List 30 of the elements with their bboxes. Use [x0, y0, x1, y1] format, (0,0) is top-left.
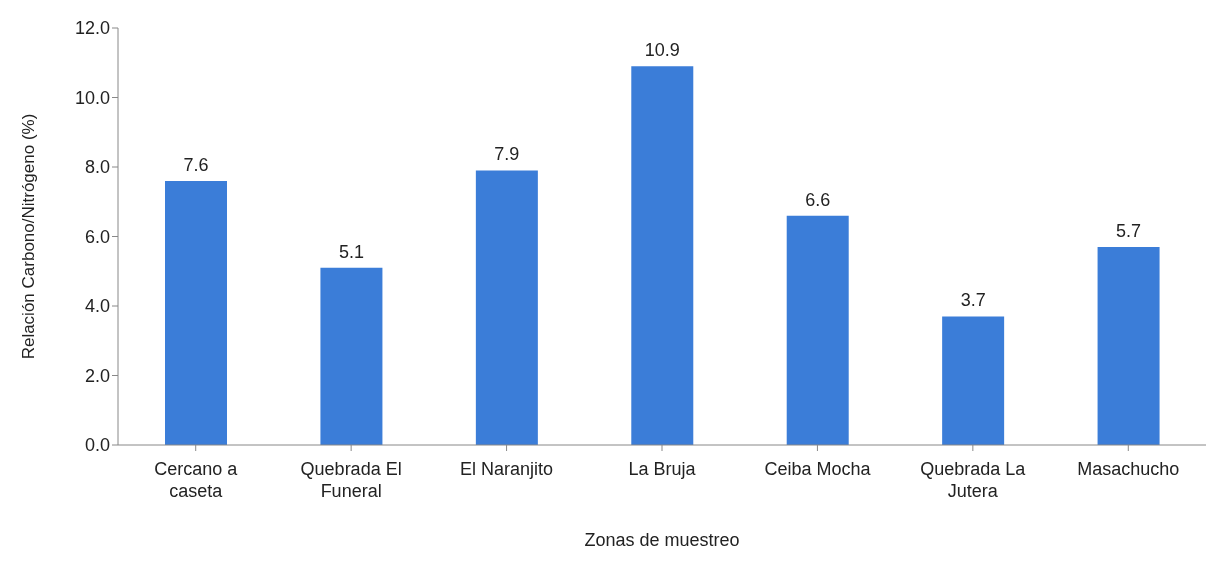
x-tick-label: Quebrada El Funeral: [300, 459, 402, 501]
data-label: 7.9: [494, 144, 520, 165]
bar: [631, 66, 694, 445]
y-tick-label: 8.0: [84, 157, 110, 178]
bar: [320, 267, 383, 445]
data-label: 6.6: [805, 189, 831, 210]
y-tick-label: 4.0: [84, 296, 110, 317]
y-axis-title: Relación Carbono/Nitrógeno (%): [19, 113, 39, 360]
bar: [942, 316, 1005, 445]
x-tick-label: Ceiba Mocha: [764, 459, 872, 479]
y-tick-label: 10.0: [74, 87, 110, 108]
bar: [475, 170, 538, 445]
x-axis-title: Zonas de muestreo: [584, 529, 740, 550]
data-label: 5.1: [338, 241, 364, 262]
x-tick-label: Masachucho: [1077, 459, 1180, 479]
x-tick-label: La Bruja: [628, 459, 697, 479]
x-tick-label: Quebrada La Jutera: [920, 459, 1027, 501]
x-tick-label: Cercano a caseta: [154, 459, 239, 501]
bar: [786, 215, 849, 445]
bar: [165, 180, 227, 445]
data-label: 7.6: [183, 154, 209, 175]
y-tick-label: 0.0: [84, 435, 110, 456]
x-tick-label: El Naranjito: [460, 459, 554, 479]
y-tick-label: 12.0: [74, 18, 110, 39]
data-label: 10.9: [644, 40, 680, 61]
bar: [1097, 246, 1160, 445]
y-tick-label: 2.0: [84, 365, 110, 386]
data-label: 5.7: [1116, 220, 1142, 241]
y-tick-label: 6.0: [84, 226, 110, 247]
data-label: 3.7: [960, 290, 986, 311]
